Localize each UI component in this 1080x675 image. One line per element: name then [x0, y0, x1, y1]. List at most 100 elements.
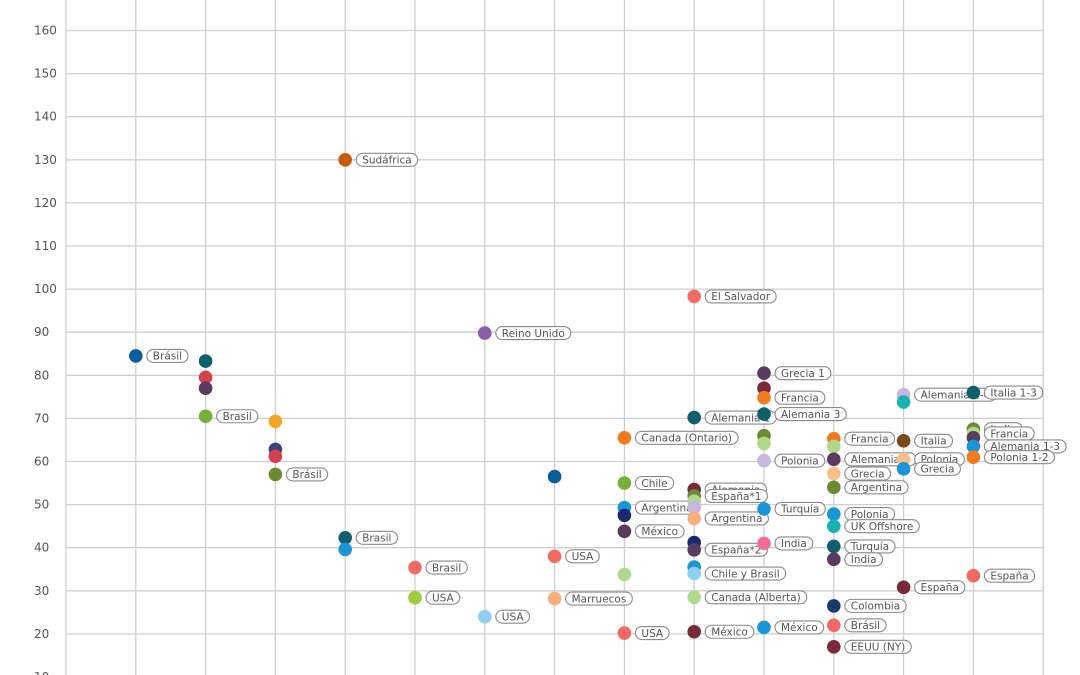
point-label: Brasil — [432, 562, 461, 574]
point-marker — [757, 536, 771, 551]
data-point: Grecia — [896, 461, 961, 476]
point-label: Turquía — [850, 541, 889, 553]
point-marker — [757, 381, 771, 396]
point-label-box — [285, 467, 329, 482]
data-point: Alemania 3 — [757, 407, 847, 422]
point-marker — [827, 507, 841, 521]
point-label: Brasil — [223, 411, 252, 423]
point-label-box — [425, 560, 468, 575]
point-label: UK Offshore — [851, 521, 914, 533]
data-point — [896, 395, 911, 409]
point-label-box — [704, 624, 755, 639]
data-point: Marruecos — [547, 591, 633, 606]
point-marker — [827, 480, 841, 495]
point-label-box — [216, 409, 259, 424]
data-point: Grecia — [827, 466, 892, 481]
point-label-box — [914, 433, 954, 448]
data-point: India — [827, 552, 884, 567]
point-marker — [687, 289, 701, 304]
point-marker — [129, 349, 143, 363]
point-label: Polonia — [851, 509, 889, 521]
point-marker — [547, 549, 562, 564]
data-point — [827, 439, 841, 454]
point-label-box — [844, 598, 907, 613]
point-label-box — [425, 590, 461, 605]
data-point — [338, 542, 353, 557]
point-label-box — [774, 453, 826, 468]
point-label: Polonia — [781, 455, 819, 467]
point-label: Francia — [990, 428, 1028, 440]
data-point: Argentina — [687, 511, 769, 526]
point-label: Brasil — [362, 533, 391, 545]
point-marker — [757, 453, 771, 468]
y-tick-label: 150 — [34, 67, 57, 81]
data-point: Sudáfrica — [338, 152, 419, 167]
point-label: Canada (Ontario) — [641, 433, 732, 445]
point-label-box — [983, 385, 1044, 400]
data-point — [687, 500, 701, 515]
y-tick-label: 20 — [34, 627, 49, 641]
data-point: Chile — [617, 475, 675, 491]
data-point: Canada (Alberta) — [687, 590, 808, 605]
point-label-box — [634, 524, 685, 539]
data-point: Brásil — [129, 348, 189, 363]
data-point: Italia 1-3 — [966, 385, 1044, 400]
point-label: Alemania 3 — [851, 454, 910, 466]
data-point: UK Offshore — [827, 519, 920, 534]
data-point — [198, 381, 213, 396]
point-marker — [617, 476, 632, 490]
point-marker — [617, 626, 632, 640]
point-label-box — [844, 466, 892, 481]
point-label: España*1 — [711, 491, 761, 503]
data-points: Brásil Brasil Brásil Sudáfrica Brasil Brasil U… — [129, 152, 1067, 654]
point-marker — [198, 370, 213, 385]
point-marker — [547, 469, 562, 484]
data-point: Turquía — [827, 539, 896, 554]
y-tick-label: 160 — [34, 24, 57, 38]
y-tick-label: 120 — [34, 196, 57, 210]
y-tick-label: 80 — [34, 368, 49, 382]
point-label-box — [634, 430, 739, 445]
point-marker — [687, 590, 701, 605]
point-label-box — [565, 549, 600, 564]
point-label: Reino Unido — [502, 328, 565, 340]
point-label: USA — [641, 628, 664, 640]
point-marker — [966, 450, 981, 464]
point-label: Italia 1-3 — [990, 387, 1036, 399]
point-label: México — [641, 526, 678, 538]
point-label: Brásil — [292, 469, 321, 481]
data-point: India — [757, 536, 814, 551]
point-label-box — [704, 590, 808, 605]
point-label-box — [774, 536, 814, 551]
data-point: Polonia 1-2 — [966, 450, 1056, 465]
point-marker — [827, 452, 841, 467]
point-label: Chile — [641, 478, 667, 490]
point-label-box — [355, 152, 419, 167]
point-label-box — [914, 461, 961, 476]
point-marker — [896, 452, 911, 467]
point-label-box — [774, 407, 847, 422]
point-label-box — [983, 568, 1036, 583]
data-point: España*2 — [687, 542, 768, 557]
data-point: Turquía — [757, 501, 826, 516]
point-marker — [757, 366, 771, 380]
point-label-box — [983, 450, 1056, 465]
point-label: Colombia — [851, 601, 900, 613]
point-label: Italia — [921, 436, 947, 448]
data-point: Argentina — [617, 500, 700, 515]
point-marker — [757, 620, 771, 635]
data-point — [617, 508, 632, 523]
point-marker — [966, 568, 981, 583]
point-marker — [827, 466, 841, 481]
data-point: Argentina — [827, 480, 909, 495]
point-marker — [268, 467, 283, 482]
point-marker — [617, 508, 632, 523]
point-marker — [966, 439, 981, 454]
point-marker — [757, 407, 771, 421]
point-marker — [408, 560, 422, 575]
point-marker — [198, 354, 213, 368]
point-label-box — [704, 511, 769, 526]
data-point: España — [896, 580, 966, 595]
data-point: Brasil — [198, 409, 259, 424]
